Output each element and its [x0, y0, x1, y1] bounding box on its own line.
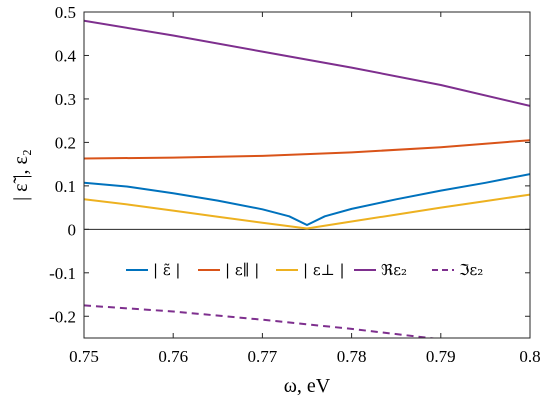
- legend-label-5: ℑε₂: [459, 261, 483, 279]
- x-tick-label: 0.77: [248, 347, 278, 366]
- series-line-1: [84, 173, 530, 226]
- y-axis-label: | ε̃ |, ε₂: [10, 149, 32, 201]
- series-line-2: [84, 139, 530, 160]
- plot-frame: [83, 11, 531, 339]
- y-tick-label: 0.1: [55, 177, 76, 196]
- x-tick-label: 0.8: [519, 347, 540, 366]
- x-tick-label: 0.79: [426, 347, 456, 366]
- x-tick-label: 0.75: [69, 347, 99, 366]
- y-tick-label: -0.2: [49, 307, 76, 326]
- x-axis-label: ω, eV: [284, 375, 331, 397]
- series-line-5: [84, 304, 439, 338]
- y-tick-label: 0.4: [55, 46, 77, 65]
- y-tick-label: 0.5: [55, 3, 76, 22]
- legend-label-1: | ε̃ |: [153, 261, 180, 279]
- y-tick-label: -0.1: [49, 264, 76, 283]
- x-tick-label: 0.76: [158, 347, 188, 366]
- y-tick-label: 0: [68, 220, 77, 239]
- legend-label-3: | ε⊥ |: [303, 261, 345, 279]
- legend-label-2: | ε∥ |: [225, 261, 259, 279]
- y-tick-label: 0.2: [55, 133, 76, 152]
- legend-label-4: ℜε₂: [381, 261, 407, 279]
- series-line-3: [84, 193, 530, 230]
- y-tick-label: 0.3: [55, 90, 76, 109]
- x-tick-label: 0.78: [337, 347, 367, 366]
- series-line-4: [84, 19, 530, 107]
